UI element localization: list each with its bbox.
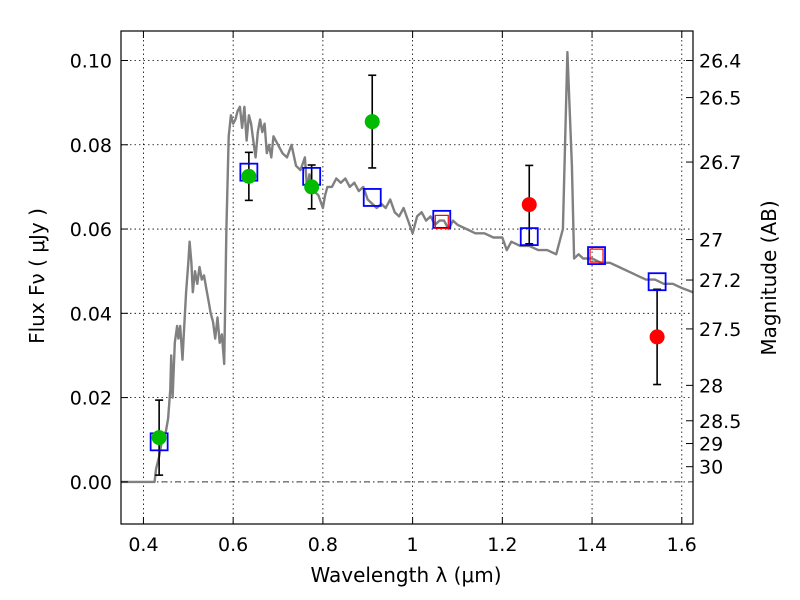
red-square-marker bbox=[589, 248, 604, 263]
observed-point bbox=[364, 114, 380, 130]
right-tick-label: 28.5 bbox=[699, 411, 741, 433]
x-tick-label: 1.4 bbox=[577, 534, 607, 556]
right-tick-label: 26.5 bbox=[699, 88, 741, 110]
y-tick-label: 0.02 bbox=[70, 388, 112, 410]
model-spectrum-line bbox=[121, 50, 694, 484]
model-photometry-square bbox=[587, 246, 606, 265]
model-photometry-square bbox=[519, 227, 539, 247]
axis-ticks: 0.4 0.6 0.8 1 1.2 1.4 1.6 0.00 0.02 0.04 0.06 0.08 0… bbox=[70, 31, 741, 556]
x-tick-label: 0.6 bbox=[218, 534, 248, 556]
right-tick-label: 27.5 bbox=[699, 319, 741, 341]
model-spectrum-layer bbox=[121, 50, 694, 484]
observed-point bbox=[521, 197, 537, 213]
model-photometry-square bbox=[362, 188, 382, 207]
right-tick-label: 27.2 bbox=[699, 270, 741, 292]
x-tick-label: 1 bbox=[407, 534, 419, 556]
plot-frame bbox=[120, 30, 694, 525]
right-y-axis-label: Magnitude (AB) bbox=[757, 200, 781, 355]
x-tick-label: 1.6 bbox=[667, 534, 697, 556]
right-tick-label: 27 bbox=[699, 230, 723, 252]
x-tick-label: 0.4 bbox=[128, 534, 158, 556]
grid-lines bbox=[121, 31, 693, 524]
y-tick-label: 0.10 bbox=[70, 50, 112, 72]
right-tick-label: 28 bbox=[699, 375, 723, 397]
x-axis-label: Wavelength λ (μm) bbox=[310, 563, 501, 587]
x-tick-label: 0.8 bbox=[308, 534, 338, 556]
y-tick-label: 0.08 bbox=[70, 135, 112, 157]
data-points-layer bbox=[149, 74, 667, 476]
observed-point bbox=[151, 430, 167, 446]
right-tick-label: 26.4 bbox=[699, 50, 741, 72]
right-tick-label: 30 bbox=[699, 457, 723, 479]
y-tick-label: 0.04 bbox=[70, 303, 112, 325]
observed-point bbox=[241, 168, 257, 184]
x-tick-label: 1.2 bbox=[487, 534, 517, 556]
model-photometry-square bbox=[647, 272, 667, 292]
y-tick-label: 0.00 bbox=[70, 472, 112, 494]
red-square-marker bbox=[434, 214, 449, 229]
observed-point bbox=[304, 179, 320, 195]
observed-point bbox=[649, 329, 665, 345]
right-tick-label: 29 bbox=[699, 434, 723, 456]
y-axis-label: Flux Fν ( μJy ) bbox=[25, 208, 49, 344]
right-tick-label: 26.7 bbox=[699, 152, 741, 174]
y-tick-label: 0.06 bbox=[70, 219, 112, 241]
